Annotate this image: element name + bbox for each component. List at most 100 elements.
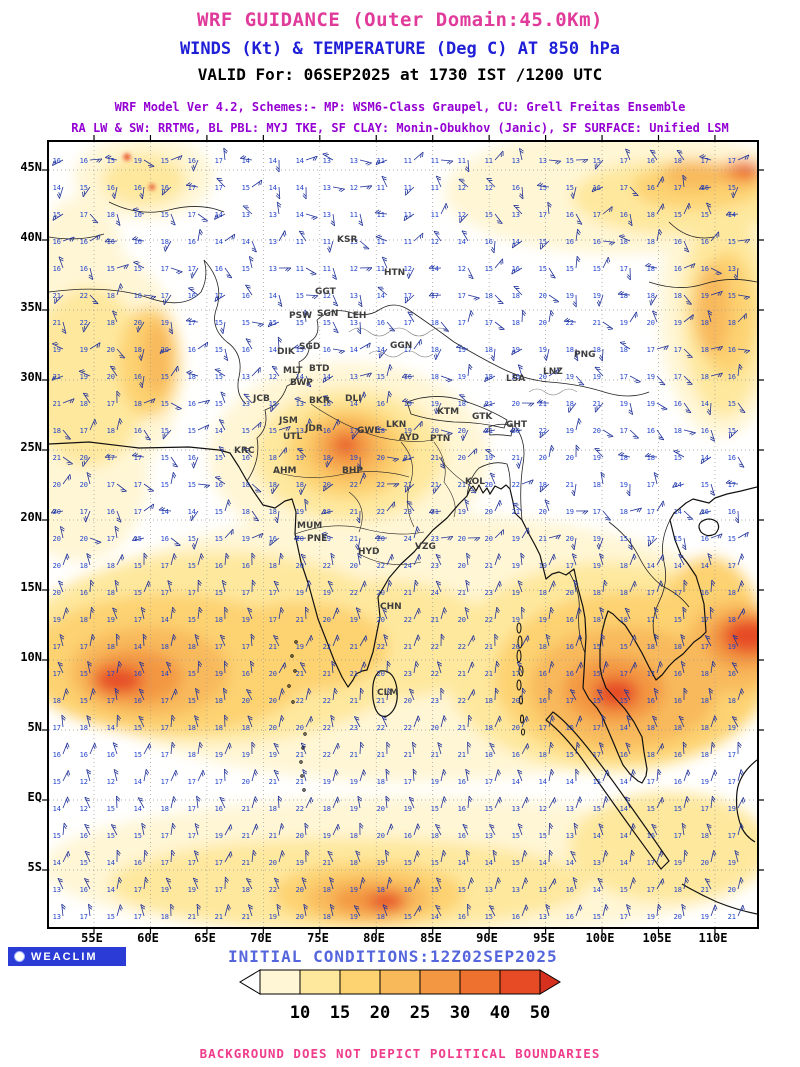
svg-text:15: 15 [512,859,520,867]
svg-text:13: 13 [485,832,493,840]
svg-text:23: 23 [404,508,412,516]
station-label: SGD [299,342,320,352]
svg-text:16: 16 [674,778,682,786]
svg-text:15: 15 [53,778,61,786]
svg-text:15: 15 [80,859,88,867]
svg-text:20: 20 [377,670,385,678]
svg-text:20: 20 [512,697,520,705]
svg-text:14: 14 [296,373,304,381]
svg-text:16: 16 [53,265,61,273]
svg-text:21: 21 [404,454,412,462]
svg-text:14: 14 [296,184,304,192]
svg-text:19: 19 [215,670,223,678]
svg-text:20: 20 [242,778,250,786]
svg-text:18: 18 [161,805,169,813]
svg-text:19: 19 [674,859,682,867]
svg-text:16: 16 [701,535,709,543]
svg-text:22: 22 [296,805,304,813]
svg-text:19: 19 [161,886,169,894]
svg-text:19: 19 [701,913,709,921]
svg-text:17: 17 [188,832,196,840]
svg-text:17: 17 [485,778,493,786]
svg-text:19: 19 [539,346,547,354]
svg-text:18: 18 [674,643,682,651]
svg-text:17: 17 [161,697,169,705]
svg-text:21: 21 [53,373,61,381]
svg-text:15: 15 [269,427,277,435]
svg-text:11: 11 [296,265,304,273]
svg-text:14: 14 [539,778,547,786]
svg-text:20: 20 [296,724,304,732]
svg-text:17: 17 [188,319,196,327]
svg-text:17: 17 [404,319,412,327]
svg-text:19: 19 [53,616,61,624]
svg-text:18: 18 [323,805,331,813]
svg-text:18: 18 [269,454,277,462]
svg-text:16: 16 [188,238,196,246]
svg-text:19: 19 [620,400,628,408]
svg-text:21: 21 [269,778,277,786]
lon-tick-label: 75E [307,931,329,945]
svg-text:20: 20 [53,481,61,489]
svg-text:12: 12 [80,805,88,813]
svg-text:17: 17 [593,508,601,516]
svg-text:15: 15 [728,400,736,408]
svg-text:18: 18 [188,751,196,759]
svg-text:19: 19 [539,562,547,570]
svg-text:15: 15 [215,346,223,354]
svg-text:17: 17 [647,589,655,597]
svg-text:21: 21 [458,481,466,489]
svg-text:16: 16 [512,751,520,759]
svg-text:17: 17 [512,670,520,678]
svg-text:11: 11 [296,238,304,246]
svg-text:21: 21 [458,589,466,597]
svg-text:18: 18 [296,481,304,489]
svg-text:16: 16 [323,346,331,354]
svg-text:22: 22 [404,724,412,732]
svg-text:19: 19 [296,589,304,597]
svg-text:14: 14 [620,724,628,732]
svg-text:20: 20 [566,454,574,462]
svg-text:16: 16 [188,157,196,165]
svg-text:20: 20 [701,859,709,867]
svg-text:18: 18 [647,643,655,651]
svg-text:14: 14 [377,346,385,354]
svg-text:16: 16 [566,886,574,894]
svg-text:22: 22 [269,886,277,894]
svg-text:16: 16 [242,454,250,462]
hot-spots [123,153,155,190]
svg-text:21: 21 [53,454,61,462]
svg-text:19: 19 [512,589,520,597]
station-label: GGN [390,341,412,351]
svg-text:14: 14 [674,562,682,570]
svg-text:17: 17 [188,778,196,786]
svg-text:15: 15 [107,805,115,813]
svg-text:16: 16 [188,400,196,408]
svg-text:20: 20 [458,562,466,570]
svg-text:20: 20 [242,697,250,705]
svg-text:11: 11 [485,157,493,165]
svg-text:19: 19 [134,157,142,165]
svg-text:20: 20 [269,724,277,732]
svg-text:17: 17 [80,508,88,516]
svg-text:16: 16 [80,265,88,273]
lon-tick-label: 65E [194,931,216,945]
svg-text:16: 16 [188,292,196,300]
svg-text:20: 20 [512,724,520,732]
svg-text:17: 17 [134,508,142,516]
svg-text:14: 14 [242,157,250,165]
svg-text:15: 15 [593,265,601,273]
svg-text:13: 13 [350,157,358,165]
svg-text:14: 14 [53,184,61,192]
svg-text:18: 18 [701,832,709,840]
svg-text:22: 22 [512,481,520,489]
svg-text:15: 15 [701,211,709,219]
station-label: AHM [273,466,296,476]
svg-text:17: 17 [53,643,61,651]
model-info-line-2: RA LW & SW: RRTMG, BL PBL: MYJ TKE, SF C… [71,121,729,135]
svg-text:16: 16 [215,562,223,570]
svg-text:15: 15 [80,670,88,678]
svg-text:17: 17 [647,778,655,786]
svg-text:14: 14 [215,238,223,246]
svg-text:18: 18 [188,724,196,732]
